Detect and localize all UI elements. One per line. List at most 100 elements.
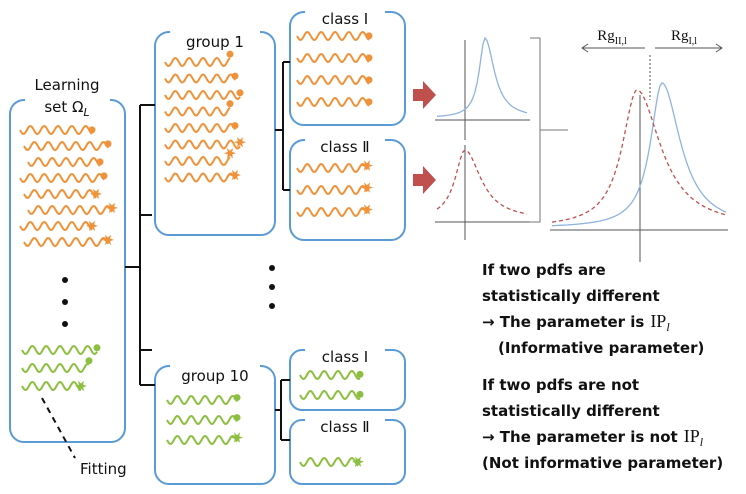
axis [435, 40, 728, 262]
curve [23, 140, 109, 152]
curve [296, 52, 370, 64]
end-dot [226, 50, 234, 58]
end-dot [365, 76, 373, 84]
end-star [352, 456, 364, 467]
pdf-curve [436, 36, 528, 117]
note-line: (Not informative parameter) [482, 454, 723, 472]
fitting-label: Fitting [80, 460, 127, 478]
note-line: If two pdfs are [482, 261, 606, 279]
end-star [224, 148, 236, 159]
end-star [231, 432, 243, 443]
curve [296, 184, 368, 196]
end-dot [365, 32, 373, 40]
end-star [106, 202, 118, 214]
learning-label-text: set Ω [44, 98, 83, 116]
note-line: If two pdfs are not [482, 376, 639, 394]
curve [164, 89, 241, 101]
curve [21, 380, 82, 392]
pdf-curve [551, 82, 727, 227]
note-line: → The parameter is not IPl [482, 426, 704, 449]
curve [296, 74, 370, 86]
end-dot [93, 344, 101, 352]
note-line: → The parameter is IPl [482, 311, 670, 334]
end-star [90, 188, 102, 200]
end-dot [365, 98, 373, 106]
end-dot [104, 140, 112, 148]
learning-label: set ΩL [44, 98, 89, 119]
curve [166, 394, 238, 406]
curve [27, 156, 101, 168]
curve [299, 456, 359, 468]
label-bg [305, 7, 385, 19]
bracket [125, 104, 155, 386]
class-box [289, 11, 406, 126]
notes: If two pdfs are statistically different → … [482, 261, 723, 472]
end-star [86, 220, 98, 232]
ellipsis-dot [269, 265, 275, 271]
note-text: → The parameter is [482, 313, 644, 331]
range-text: Rg [597, 28, 615, 44]
note-text: → The parameter is not [482, 428, 678, 446]
curve [296, 162, 368, 174]
label-bg [170, 361, 260, 373]
curve [19, 124, 93, 136]
curve [23, 188, 97, 200]
curve [23, 236, 109, 248]
end-star [361, 182, 373, 193]
end-dot [100, 172, 108, 180]
end-star [102, 234, 114, 246]
bracket [530, 37, 568, 223]
range-label: RgII,l [597, 28, 627, 47]
label-bg [305, 415, 385, 427]
end-dot [231, 122, 239, 130]
fitting-line [41, 397, 76, 459]
end-star [361, 160, 373, 171]
arrow [413, 166, 436, 194]
class-label: class Ⅰ [322, 10, 368, 28]
label-bg [305, 345, 385, 357]
group-label: group 10 [181, 367, 248, 385]
range-text: Rg [671, 28, 689, 44]
end-star [234, 137, 246, 148]
curve [164, 122, 236, 134]
ellipsis-dot [62, 277, 68, 283]
curve [21, 344, 98, 356]
pdf-curve [551, 89, 727, 223]
ellipsis-dot [269, 303, 275, 309]
curve [164, 73, 236, 84]
label-bg [170, 27, 260, 39]
curve [164, 139, 241, 150]
curve [21, 362, 90, 374]
end-star [229, 169, 241, 181]
note-symbol-sub: l [666, 320, 670, 334]
curve [19, 172, 105, 184]
end-dot [356, 370, 364, 378]
end-star [75, 380, 87, 392]
curve [166, 414, 238, 426]
bracket [275, 61, 290, 191]
curve [296, 206, 368, 218]
note-symbol: IP [650, 311, 666, 331]
range-label: RgI,l [671, 28, 697, 47]
end-dot [231, 72, 239, 80]
ellipsis-dot [269, 284, 275, 290]
curve [164, 172, 236, 183]
curve [164, 56, 231, 68]
end-star [361, 204, 373, 215]
curve [299, 389, 361, 401]
end-dot [233, 414, 241, 422]
curve [19, 220, 93, 232]
range-sub: II,l [615, 36, 627, 47]
end-dot [233, 394, 241, 402]
curve [299, 369, 361, 381]
end-dot [365, 54, 373, 62]
label-bg [25, 95, 110, 117]
learning-label: Learning [34, 76, 99, 94]
curve [296, 96, 370, 108]
learning-label-sub: L [84, 106, 90, 119]
end-dot [236, 89, 244, 97]
end-dot [88, 126, 96, 134]
range-sub: I,l [688, 36, 697, 47]
curve [296, 30, 370, 42]
